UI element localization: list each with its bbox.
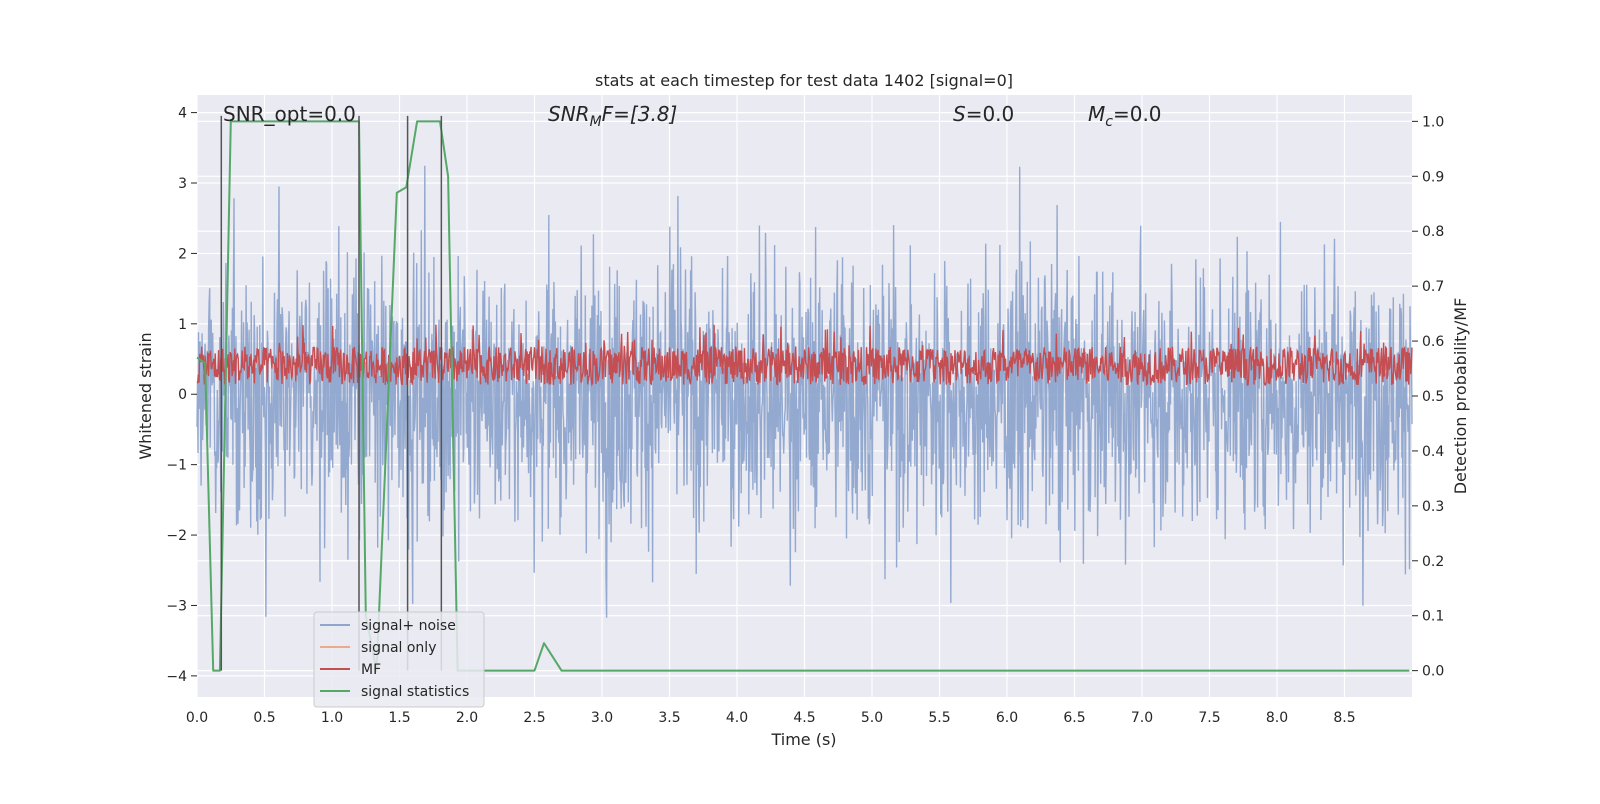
y-tick-label: −2 [166, 528, 187, 544]
annotation-snr-opt: SNR_opt=0.0 [223, 102, 356, 126]
y2-tick-label: 0.8 [1422, 224, 1444, 240]
y2-tick-label: 0.6 [1422, 334, 1444, 350]
x-tick-label: 8.0 [1266, 710, 1288, 726]
x-tick-label: 2.0 [456, 710, 478, 726]
legend: signal+ noise signal only MF signal stat… [314, 612, 484, 707]
x-tick-label: 4.0 [726, 710, 748, 726]
y2-tick-label: 0.0 [1422, 664, 1444, 680]
y2-tick-label: 0.7 [1422, 279, 1444, 295]
legend-label-mf: MF [361, 662, 381, 678]
y-tick-label: 0 [178, 387, 187, 403]
y2-tick-label: 0.2 [1422, 554, 1444, 570]
y-tick-label: −4 [166, 669, 187, 685]
y2-axis-label: Detection probability/MF [1451, 298, 1470, 495]
chart-title: stats at each timestep for test data 140… [595, 71, 1013, 90]
x-tick-label: 1.5 [388, 710, 410, 726]
x-tick-label: 2.5 [523, 710, 545, 726]
x-tick-label: 5.0 [861, 710, 883, 726]
y2-tick-label: 0.1 [1422, 609, 1444, 625]
y-tick-label: 3 [178, 176, 187, 192]
x-tick-label: 6.5 [1063, 710, 1085, 726]
x-tick-label: 7.5 [1198, 710, 1220, 726]
y-axis-label: Whitened strain [136, 332, 155, 459]
y2-tick-label: 0.9 [1422, 169, 1444, 185]
annotation-s-stat: S=0.0 [953, 102, 1014, 126]
x-tick-label: 0.0 [186, 710, 208, 726]
y-tick-label: 1 [178, 317, 187, 333]
x-tick-label: 6.0 [996, 710, 1018, 726]
y2-tick-label: 1.0 [1422, 114, 1444, 130]
x-axis-label: Time (s) [770, 730, 836, 749]
y-tick-label: −3 [166, 598, 187, 614]
y-tick-label: 2 [178, 246, 187, 262]
x-tick-label: 8.5 [1333, 710, 1355, 726]
y-tick-label: 4 [178, 106, 187, 122]
legend-label-signal-only: signal only [361, 640, 436, 656]
legend-label-signal-statistics: signal statistics [361, 684, 469, 700]
x-tick-label: 3.5 [658, 710, 680, 726]
x-tick-label: 7.0 [1131, 710, 1153, 726]
y2-tick-label: 0.3 [1422, 499, 1444, 515]
x-tick-label: 3.0 [591, 710, 613, 726]
annotation-mc-stat: Mc=0.0 [1088, 102, 1162, 130]
x-tick-label: 4.5 [793, 710, 815, 726]
legend-label-signal-noise: signal+ noise [361, 618, 456, 634]
annotation-snr-mf: SNRMF=[3.8] [548, 102, 677, 130]
x-tick-label: 0.5 [253, 710, 275, 726]
x-tick-label: 5.5 [928, 710, 950, 726]
y-tick-label: −1 [166, 458, 187, 474]
y2-tick-label: 0.5 [1422, 389, 1444, 405]
x-tick-label: 1.0 [321, 710, 343, 726]
y2-tick-label: 0.4 [1422, 444, 1444, 460]
